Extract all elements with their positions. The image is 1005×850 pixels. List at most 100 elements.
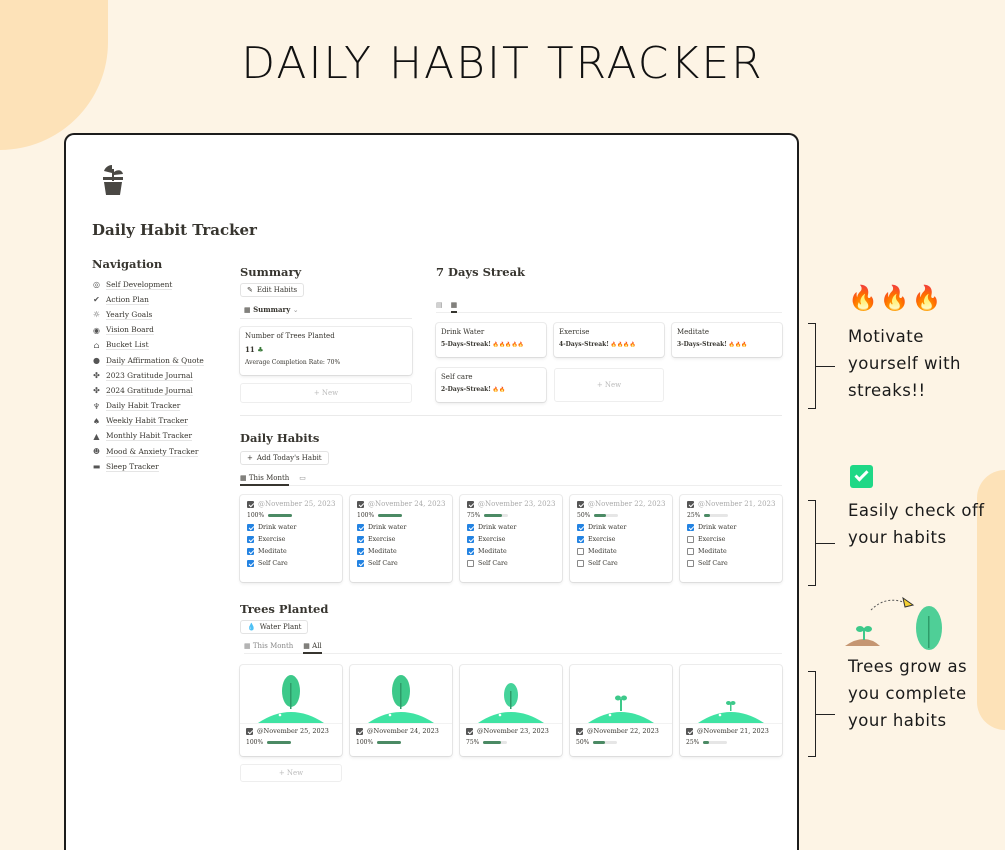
tree-card[interactable]: @November 24, 2023 100%: [350, 665, 452, 756]
daily-habit-card[interactable]: @November 24, 2023 100% Drink water Exercis…: [350, 495, 452, 582]
nav-item[interactable]: ⌂ Bucket List: [92, 338, 204, 353]
summary-card[interactable]: Number of Trees Planted 11 ♣ Average Com…: [240, 327, 412, 375]
nav-item-label: Bucket List: [106, 340, 149, 351]
tree-card[interactable]: @November 23, 2023 75%: [460, 665, 562, 756]
streak-card[interactable]: Self care 2-Days-Streak! 🔥🔥: [436, 368, 546, 402]
gallery-icon: ▦: [244, 305, 254, 314]
habit-checkbox-row[interactable]: Self Care: [577, 560, 665, 567]
habit-checkbox-row[interactable]: Exercise: [357, 536, 445, 543]
checkbox[interactable]: [467, 500, 474, 508]
habit-checkbox-row[interactable]: Meditate: [577, 548, 665, 555]
habit-checkbox-row[interactable]: Meditate: [357, 548, 445, 555]
checkbox[interactable]: [247, 548, 254, 555]
checkbox[interactable]: [577, 536, 584, 543]
calendar-view-icon[interactable]: ▭: [299, 474, 306, 482]
habit-checkbox-row[interactable]: Drink water: [247, 524, 335, 531]
habit-checkbox-row[interactable]: Exercise: [577, 536, 665, 543]
checkbox[interactable]: [467, 524, 474, 531]
habit-checkbox-row[interactable]: Exercise: [247, 536, 335, 543]
habit-checkbox-row[interactable]: Meditate: [467, 548, 555, 555]
checkbox[interactable]: [357, 560, 364, 567]
habit-checkbox-row[interactable]: Self Care: [247, 560, 335, 567]
checkbox[interactable]: [577, 524, 584, 531]
checkbox[interactable]: [687, 524, 694, 531]
nav-item[interactable]: ✤ 2023 Gratitude Journal: [92, 368, 204, 383]
nav-item[interactable]: ☼ Yearly Goals: [92, 307, 204, 322]
checkbox[interactable]: [357, 500, 364, 508]
tree-card[interactable]: @November 21, 2023 25%: [680, 665, 782, 756]
habit-checkbox-row[interactable]: Meditate: [247, 548, 335, 555]
nav-item[interactable]: ● Daily Affirmation & Quote: [92, 353, 204, 368]
checkbox[interactable]: [467, 560, 474, 567]
flame-icon: 🔥: [517, 342, 524, 348]
nav-item[interactable]: ◉ Vision Board: [92, 323, 204, 338]
nav-item[interactable]: ✤ 2024 Gratitude Journal: [92, 383, 204, 398]
habit-label: Meditate: [588, 548, 617, 555]
checkbox[interactable]: [686, 727, 693, 735]
new-summary-button[interactable]: + New: [240, 383, 412, 403]
checkbox[interactable]: [247, 560, 254, 567]
checkbox[interactable]: [576, 727, 583, 735]
checkbox[interactable]: [687, 536, 694, 543]
new-streak-button[interactable]: + New: [554, 368, 664, 402]
nav-item[interactable]: ✔ Action Plan: [92, 292, 204, 307]
habit-label: Exercise: [588, 536, 616, 543]
habit-checkbox-row[interactable]: Self Care: [357, 560, 445, 567]
habit-checkbox-row[interactable]: Meditate: [687, 548, 775, 555]
water-plant-button[interactable]: 💧 Water Plant: [240, 620, 309, 634]
nav-item[interactable]: ☻ Mood & Anxiety Tracker: [92, 444, 204, 459]
checkbox[interactable]: [577, 500, 584, 508]
habit-checkbox-row[interactable]: Self Care: [467, 560, 555, 567]
checkbox[interactable]: [247, 500, 254, 508]
checkbox[interactable]: [687, 560, 694, 567]
checkbox[interactable]: [357, 548, 364, 555]
habit-checkbox-row[interactable]: Drink water: [577, 524, 665, 531]
progress-label: 75%: [467, 512, 481, 519]
checkbox[interactable]: [467, 536, 474, 543]
habit-checkbox-row[interactable]: Exercise: [687, 536, 775, 543]
table-view-icon[interactable]: ▤: [436, 301, 443, 309]
new-tree-button[interactable]: + New: [240, 764, 342, 782]
daily-habit-card[interactable]: @November 21, 2023 25% Drink water Exercise…: [680, 495, 782, 582]
habit-checkbox-row[interactable]: Exercise: [467, 536, 555, 543]
nav-item-label: Self Development: [106, 279, 173, 290]
nav-item[interactable]: ▬ Sleep Tracker: [92, 459, 204, 474]
daily-habit-card[interactable]: @November 23, 2023 75% Drink water Exercise…: [460, 495, 562, 582]
checkbox[interactable]: [357, 536, 364, 543]
checkbox[interactable]: [247, 536, 254, 543]
tree-card[interactable]: @November 22, 2023 50%: [570, 665, 672, 756]
nav-item[interactable]: ◎ Self Development: [92, 277, 204, 292]
daily-habit-card[interactable]: @November 22, 2023 50% Drink water Exercise…: [570, 495, 672, 582]
gallery-view-icon[interactable]: ▦: [450, 301, 458, 313]
tab-all[interactable]: ▦ All: [303, 642, 322, 654]
habit-checkbox-row[interactable]: Drink water: [357, 524, 445, 531]
tree-card[interactable]: @November 25, 2023 100%: [240, 665, 342, 756]
nav-item[interactable]: ▲ Monthly Habit Tracker: [92, 429, 204, 444]
checkbox[interactable]: [577, 560, 584, 567]
edit-habits-button[interactable]: ✎ Edit Habits: [240, 283, 305, 297]
checkbox[interactable]: [466, 727, 473, 735]
checkbox[interactable]: [246, 727, 253, 735]
tab-this-month[interactable]: ▦ This Month: [240, 474, 290, 486]
nav-item[interactable]: ♆ Daily Habit Tracker: [92, 399, 204, 414]
daily-habit-card[interactable]: @November 25, 2023 100% Drink water Exercis…: [240, 495, 342, 582]
checkbox[interactable]: [357, 524, 364, 531]
habit-label: Exercise: [478, 536, 506, 543]
checkbox[interactable]: [356, 727, 363, 735]
checkbox[interactable]: [687, 500, 694, 508]
streak-card[interactable]: Drink Water 5-Days-Streak! 🔥🔥🔥🔥🔥: [436, 323, 546, 357]
add-todays-habit-button[interactable]: + Add Today's Habit: [240, 451, 329, 465]
checkbox[interactable]: [577, 548, 584, 555]
tab-this-month[interactable]: ▦ This Month: [244, 642, 294, 650]
habit-checkbox-row[interactable]: Drink water: [467, 524, 555, 531]
checkbox[interactable]: [467, 548, 474, 555]
checkbox[interactable]: [247, 524, 254, 531]
streak-card[interactable]: Exercise 4-Days-Streak! 🔥🔥🔥🔥: [554, 323, 664, 357]
streak-card[interactable]: Meditate 3-Days-Streak! 🔥🔥🔥: [672, 323, 782, 357]
habit-checkbox-row[interactable]: Self Care: [687, 560, 775, 567]
habit-checkbox-row[interactable]: Drink water: [687, 524, 775, 531]
nav-item[interactable]: ♠ Weekly Habit Tracker: [92, 414, 204, 429]
summary-view-tab[interactable]: ▦ Summary ⌄: [244, 305, 299, 314]
tree-illustration: [258, 675, 324, 723]
checkbox[interactable]: [687, 548, 694, 555]
